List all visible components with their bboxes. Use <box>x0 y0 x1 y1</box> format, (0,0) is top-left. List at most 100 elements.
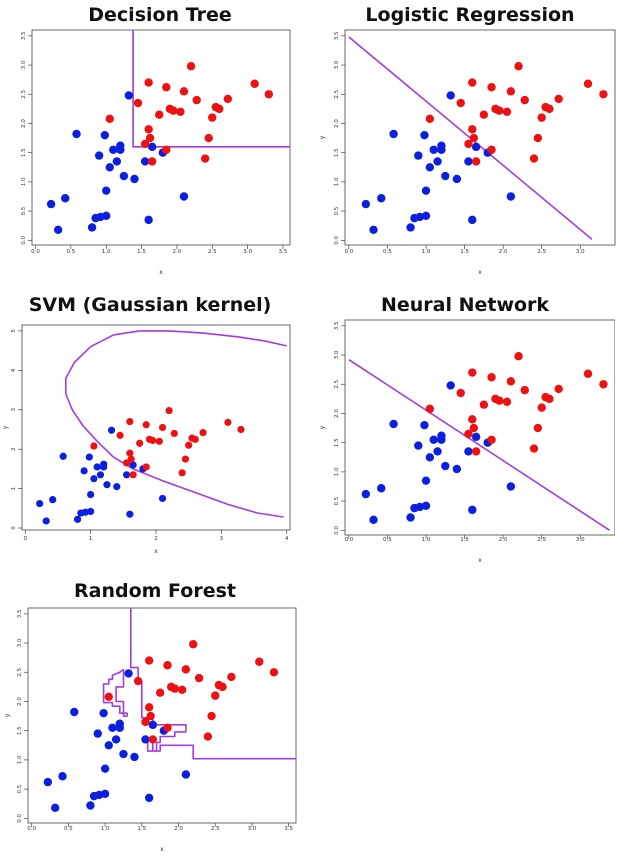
data-point-blue <box>377 194 386 203</box>
plot-frame <box>21 324 291 531</box>
x-tick-label: 1.0 <box>422 249 431 255</box>
data-point-red <box>468 415 477 424</box>
data-point-blue <box>441 461 450 471</box>
plot-canvas: 0.0 0.5 1.0 1.5 2.0 2.5 3.0 3.5 0.0 0.5 1.0 1.5 2.0 2… <box>4 607 297 853</box>
data-point-red <box>90 442 98 450</box>
x-tick-label: 0.5 <box>383 249 392 255</box>
y-tick-label: 0.5 <box>17 784 23 793</box>
data-point-blue <box>100 460 108 468</box>
data-point-blue <box>86 801 95 810</box>
x-axis-label: x <box>478 557 482 564</box>
data-point-blue <box>108 723 117 732</box>
y-tick-label: 2.0 <box>334 119 340 128</box>
data-point-red <box>146 711 155 721</box>
data-point-blue <box>464 447 473 456</box>
data-point-red <box>264 90 273 99</box>
data-point-blue <box>43 777 53 787</box>
data-point-blue <box>414 441 423 450</box>
random-forest-plot: Random Forest 0.0 0.5 1.0 1.5 2.0 2.5 3.0 3.5 0.… <box>0 578 300 863</box>
data-point-blue <box>471 432 481 442</box>
data-point-red <box>255 657 264 666</box>
y-tick-label: 5 <box>11 329 17 333</box>
y-tick-label: 3.5 <box>334 31 340 40</box>
data-point-red <box>141 717 150 727</box>
data-point-blue <box>421 211 431 220</box>
x-tick-label: 0.0 <box>31 249 40 255</box>
decision-boundary <box>348 359 611 531</box>
y-tick-label: 0.0 <box>17 813 23 822</box>
y-tick-label: 2.0 <box>334 409 340 418</box>
y-tick-label: 1.0 <box>334 177 340 186</box>
data-point-blue <box>148 720 158 730</box>
data-point-red <box>533 423 543 433</box>
data-point-blue <box>129 461 137 469</box>
y-tick-label: 1.5 <box>334 438 340 447</box>
data-point-blue <box>140 157 150 166</box>
data-point-red <box>194 673 204 683</box>
data-point-red <box>514 62 523 71</box>
y-tick-label: 4 <box>11 368 17 372</box>
data-point-red <box>495 106 504 115</box>
decision-boundary <box>130 608 296 760</box>
y-tick-label: 2.5 <box>334 89 340 98</box>
data-point-red <box>529 444 539 453</box>
data-point-blue <box>433 157 442 166</box>
data-point-blue <box>421 186 431 195</box>
data-point-red <box>199 429 207 437</box>
y-tick-label: 0.5 <box>334 206 340 215</box>
data-point-red <box>163 723 172 732</box>
data-point-red <box>520 385 529 395</box>
data-point-blue <box>124 669 133 678</box>
data-point-red <box>537 403 546 412</box>
data-point-red <box>456 98 465 108</box>
data-point-blue <box>452 174 462 184</box>
data-point-blue <box>468 505 477 515</box>
x-tick-label: 3 <box>220 536 224 542</box>
data-point-red <box>514 352 523 361</box>
data-point-red <box>223 94 232 104</box>
data-point-red <box>471 157 481 166</box>
data-point-red <box>127 455 135 463</box>
data-point-red <box>191 435 199 443</box>
data-point-red <box>148 735 158 744</box>
data-point-blue <box>122 471 131 479</box>
data-point-blue <box>420 130 429 140</box>
data-point-red <box>133 676 143 686</box>
y-tick-label: 0.5 <box>21 206 27 215</box>
data-point-red <box>136 439 144 447</box>
y-axis-label: y <box>2 425 9 429</box>
decision-boundary <box>132 30 290 148</box>
y-tick-label: 2.0 <box>21 119 27 128</box>
data-point-red <box>149 436 157 445</box>
data-point-blue <box>109 145 118 154</box>
data-point-blue <box>433 447 442 456</box>
data-point-red <box>105 114 114 124</box>
y-tick-label: 2.0 <box>17 697 23 706</box>
data-point-red <box>177 685 187 694</box>
data-point-blue <box>429 435 438 444</box>
x-tick-label: 1.0 <box>101 826 110 832</box>
data-point-red <box>176 107 185 116</box>
y-tick-label: 2.5 <box>334 379 340 388</box>
x-tick-label: 2.0 <box>174 826 183 832</box>
data-point-blue <box>102 211 111 220</box>
x-axis-label: x <box>154 548 158 555</box>
data-point-blue <box>421 476 431 485</box>
x-tick-label: 3.5 <box>279 249 288 255</box>
plot-frame <box>27 607 297 824</box>
data-point-red <box>181 455 190 463</box>
plot-title: Random Forest <box>74 580 236 602</box>
data-point-red <box>224 418 232 426</box>
y-tick-label: 0.0 <box>334 525 340 534</box>
data-point-red <box>554 384 563 394</box>
data-point-red <box>487 145 496 154</box>
data-point-blue <box>36 499 44 508</box>
data-point-red <box>425 404 435 414</box>
plot-canvas: 0.0 0.5 1.0 1.5 2.0 2.5 3.0 0.0 0.5 1.0 1.5 2.0 2.5 3… <box>319 319 615 564</box>
data-point-red <box>545 104 554 114</box>
data-point-blue <box>50 803 60 813</box>
data-point-blue <box>377 484 386 493</box>
data-point-blue <box>90 475 98 483</box>
x-tick-label: 1.5 <box>460 249 469 255</box>
data-point-blue <box>506 192 516 201</box>
